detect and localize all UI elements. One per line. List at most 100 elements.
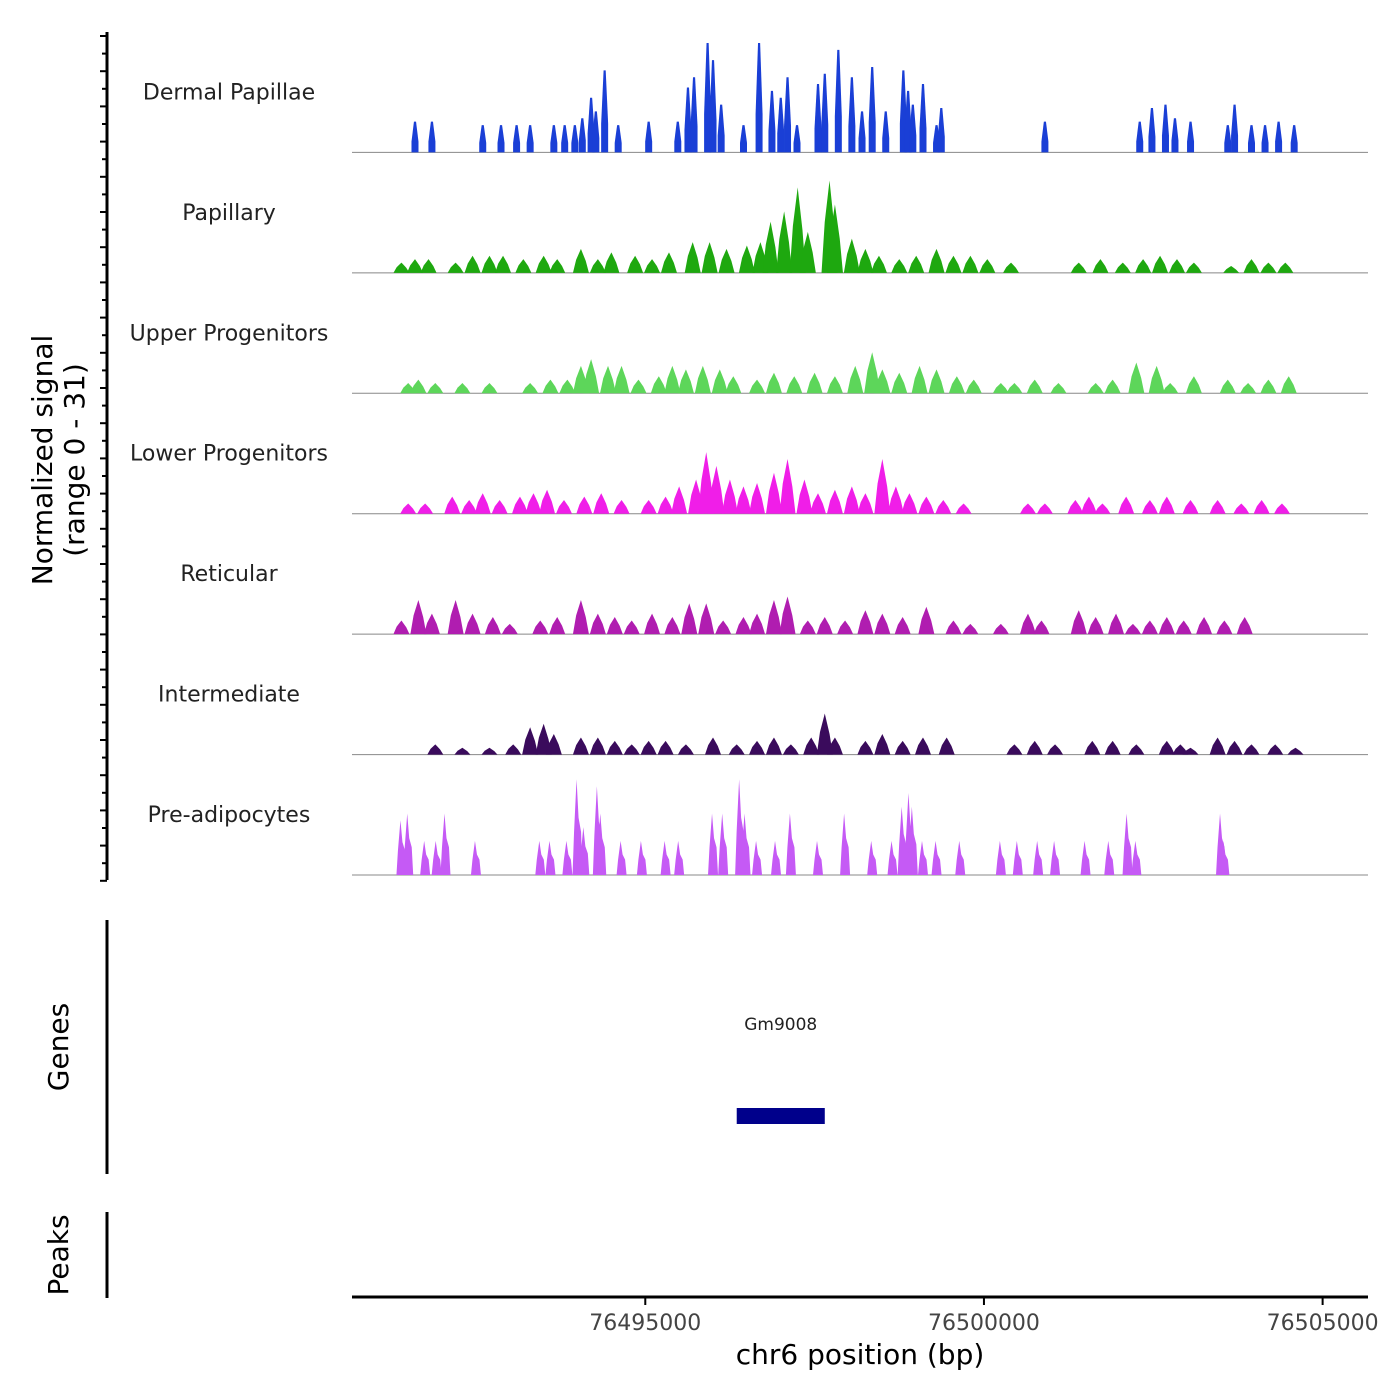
signal-peak bbox=[1114, 262, 1131, 273]
signal-peak bbox=[740, 813, 751, 875]
signal-peak bbox=[711, 369, 728, 394]
signal-peak bbox=[522, 727, 539, 755]
signal-peak bbox=[1084, 740, 1101, 755]
track-dermal-papillae: Dermal Papillae bbox=[143, 43, 1368, 153]
signal-peak bbox=[1003, 262, 1020, 273]
signal-peak bbox=[535, 723, 552, 755]
signal-peak bbox=[752, 840, 763, 875]
signal-peak bbox=[470, 840, 481, 875]
signal-peak bbox=[891, 372, 908, 394]
signal-peak bbox=[1104, 379, 1121, 394]
signal-peak bbox=[908, 255, 925, 273]
signal-peak bbox=[423, 613, 440, 635]
signal-peak bbox=[623, 620, 640, 635]
signal-peak bbox=[664, 365, 681, 394]
signal-peak bbox=[955, 840, 966, 875]
signal-peak bbox=[979, 259, 996, 273]
signal-peak bbox=[867, 840, 878, 875]
signal-peak bbox=[735, 617, 752, 635]
signal-peak bbox=[698, 452, 715, 514]
signal-peak bbox=[821, 73, 829, 153]
signal-peak bbox=[447, 599, 464, 635]
signal-peak bbox=[600, 365, 617, 394]
signal-peak bbox=[542, 379, 559, 394]
signal-peak bbox=[848, 77, 856, 153]
signal-peak bbox=[1122, 813, 1133, 875]
signal-peak bbox=[1187, 121, 1195, 153]
signal-peak bbox=[1168, 259, 1185, 273]
signal-peak bbox=[874, 459, 891, 514]
signal-peak bbox=[393, 262, 410, 273]
signal-peak bbox=[572, 779, 583, 875]
signal-peak bbox=[1182, 747, 1199, 755]
signal-peak bbox=[1236, 617, 1253, 635]
signal-peak bbox=[843, 238, 860, 273]
signal-peak bbox=[776, 211, 793, 273]
signal-peak bbox=[928, 369, 945, 394]
signal-peak bbox=[725, 376, 742, 394]
peaks-track-title: Peaks bbox=[42, 1214, 75, 1295]
signal-peak bbox=[623, 744, 640, 755]
x-axis-ticks: 76495000 76500000 76505000 bbox=[589, 1297, 1379, 1336]
signal-peak bbox=[779, 596, 796, 635]
gene-label: Gm9008 bbox=[744, 1015, 817, 1035]
signal-peak bbox=[1280, 376, 1297, 394]
signal-peak bbox=[447, 262, 464, 273]
signal-peak bbox=[847, 365, 864, 394]
x-tick-label: 76505000 bbox=[1267, 1311, 1379, 1336]
signal-peak bbox=[1118, 496, 1135, 514]
signal-peak bbox=[1158, 617, 1175, 635]
signal-peak bbox=[813, 840, 824, 875]
signal-peak bbox=[1080, 496, 1097, 514]
signal-peak bbox=[739, 125, 747, 153]
signal-peak bbox=[1128, 744, 1145, 755]
signal-peak bbox=[1124, 623, 1141, 635]
signal-peak bbox=[1216, 620, 1233, 635]
signal-peak bbox=[1087, 617, 1104, 635]
signal-peak bbox=[704, 43, 712, 153]
gene-gm9008: Gm9008 bbox=[736, 1015, 825, 1124]
signal-peak bbox=[501, 623, 518, 635]
signal-peak bbox=[657, 740, 674, 755]
signal-peak bbox=[403, 813, 414, 875]
signal-peak bbox=[640, 740, 657, 755]
signal-peak bbox=[1047, 744, 1064, 755]
signal-peak bbox=[894, 617, 911, 635]
signal-peak bbox=[428, 121, 436, 153]
signal-peak bbox=[613, 500, 630, 514]
signal-peak bbox=[479, 125, 487, 153]
signal-peak bbox=[1224, 125, 1232, 153]
signal-peak bbox=[911, 365, 928, 394]
signal-peak bbox=[1247, 125, 1255, 153]
signal-peak bbox=[962, 255, 979, 273]
signal-peak bbox=[874, 613, 891, 635]
signal-peak bbox=[938, 737, 955, 755]
signal-peak bbox=[826, 489, 843, 514]
signal-peak bbox=[393, 620, 410, 635]
signal-peak bbox=[718, 248, 735, 273]
signal-peak bbox=[690, 77, 698, 153]
gene-body bbox=[736, 1108, 825, 1124]
signal-peak bbox=[945, 255, 962, 273]
signal-peak bbox=[464, 613, 481, 635]
signal-peak bbox=[636, 840, 647, 875]
signal-peak bbox=[1080, 840, 1091, 875]
signal-peak bbox=[814, 84, 822, 153]
signal-peak bbox=[589, 259, 606, 273]
signal-peak bbox=[914, 737, 931, 755]
genes-track-title: Genes bbox=[42, 1003, 75, 1091]
signal-peak bbox=[1219, 840, 1230, 875]
signal-peak bbox=[1141, 620, 1158, 635]
signal-peak bbox=[513, 125, 521, 153]
gene-models: Gm9008 bbox=[736, 1015, 825, 1124]
signal-peak bbox=[601, 70, 609, 153]
signal-peak bbox=[1067, 500, 1084, 514]
signal-peak bbox=[671, 486, 688, 514]
signal-peak bbox=[545, 840, 556, 875]
signal-peak bbox=[786, 376, 803, 394]
track-lower-progenitors: Lower Progenitors bbox=[130, 442, 1368, 515]
signal-peak bbox=[1026, 740, 1043, 755]
signal-peak bbox=[816, 617, 833, 635]
signal-peak bbox=[785, 813, 796, 875]
track-pre-adipocytes: Pre-adipocytes bbox=[148, 779, 1368, 876]
